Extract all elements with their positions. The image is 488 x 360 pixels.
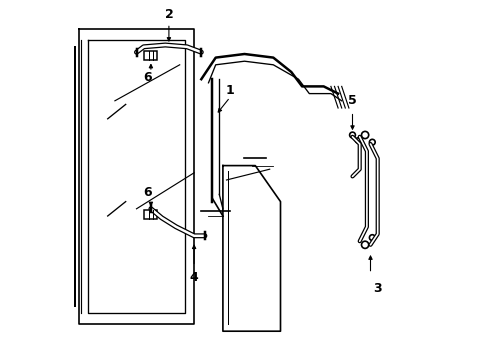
Text: 4: 4 xyxy=(189,271,198,284)
Bar xyxy=(144,210,157,219)
Text: 6: 6 xyxy=(142,186,151,199)
Text: 6: 6 xyxy=(142,71,151,84)
Bar xyxy=(144,51,157,60)
Text: 3: 3 xyxy=(373,282,381,294)
Text: 5: 5 xyxy=(347,94,356,107)
Text: 1: 1 xyxy=(225,84,234,96)
Text: 2: 2 xyxy=(164,8,173,21)
